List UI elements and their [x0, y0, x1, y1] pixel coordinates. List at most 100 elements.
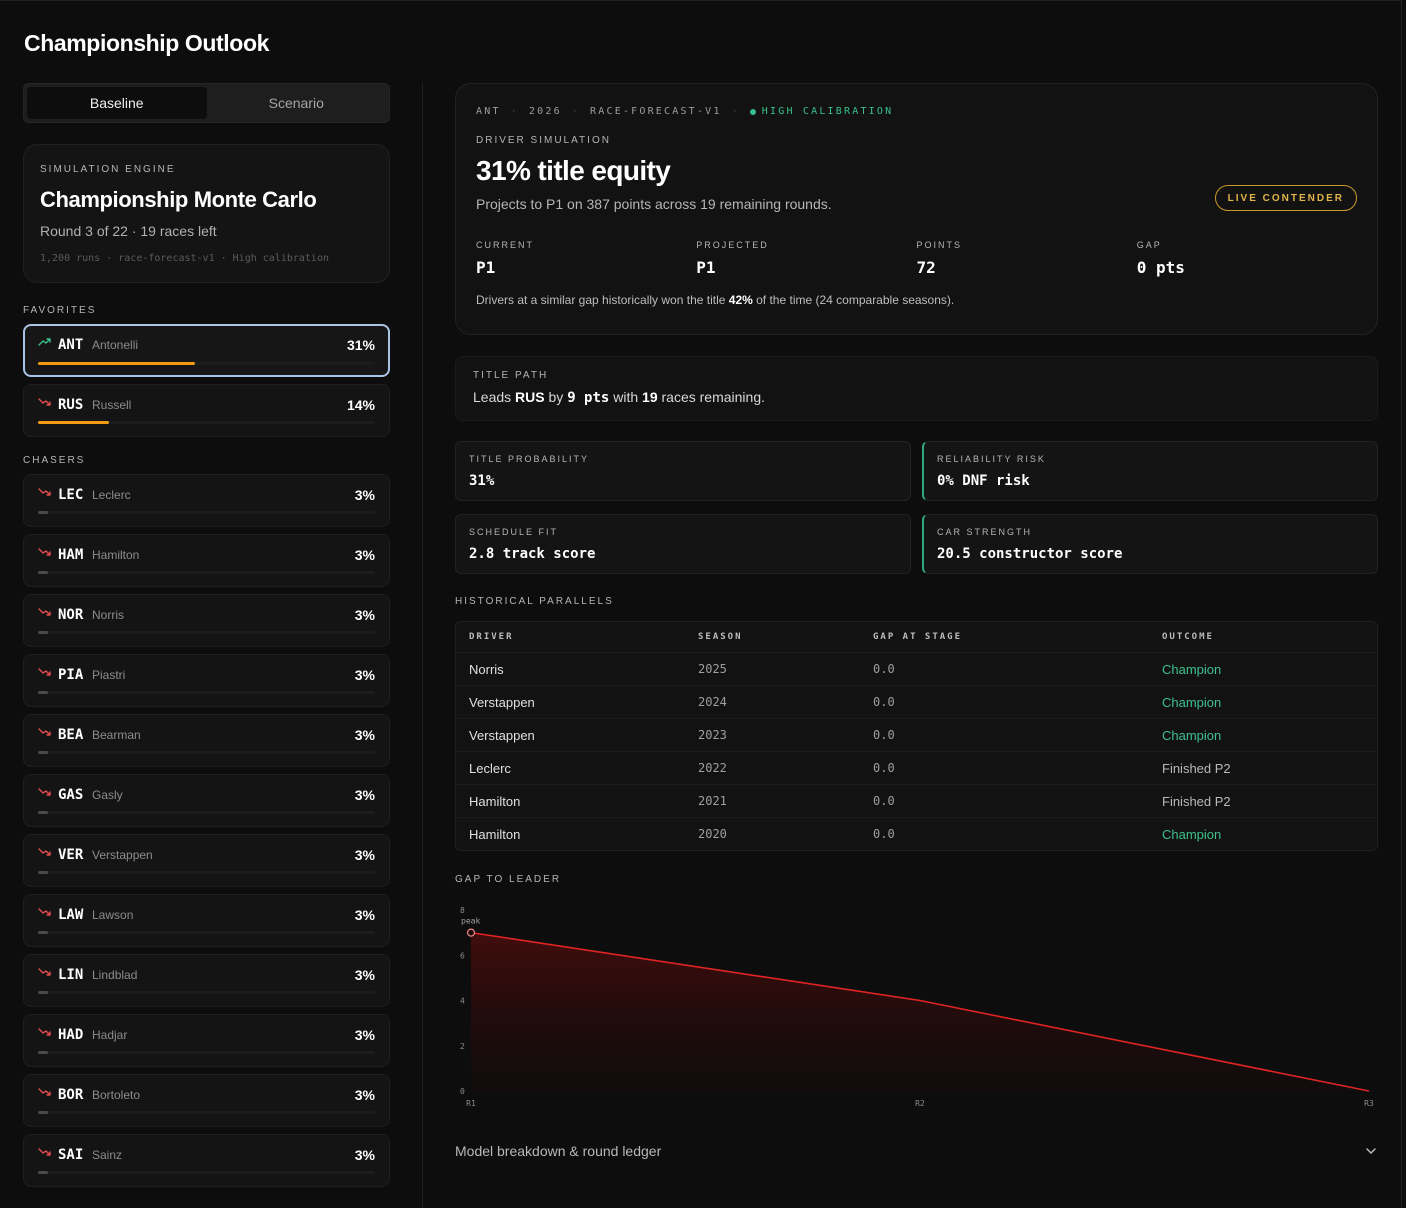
driver-card-nor[interactable]: NOR Norris 3% [23, 594, 390, 647]
peak-point [466, 928, 476, 937]
path-text: Leads [473, 389, 516, 405]
driver-name: Hamilton [92, 548, 140, 562]
engine-label: SIMULATION ENGINE [40, 164, 176, 175]
probability-bar-fill [38, 1111, 48, 1114]
cell-season: 2020 [698, 827, 727, 841]
probability-bar [38, 871, 375, 874]
probability-bar-fill [38, 362, 195, 365]
driver-card-ham[interactable]: HAM Hamilton 3% [23, 534, 390, 587]
stat-points: POINTS 72 [917, 240, 1137, 277]
gap-chart-label: GAP TO LEADER [455, 874, 562, 885]
cell-outcome: Champion [1162, 727, 1222, 743]
driver-card-bea[interactable]: BEA Bearman 3% [23, 714, 390, 767]
meta-separator: · [510, 106, 519, 117]
driver-code: HAD [58, 1027, 84, 1043]
driver-code: LEC [58, 487, 84, 503]
column-header: OUTCOME [1162, 632, 1214, 642]
probability-bar-fill [38, 811, 48, 814]
driver-name: Norris [92, 608, 124, 622]
table-row: Verstappen 2023 0.0 Champion [456, 718, 1377, 751]
probability-bar [38, 1111, 375, 1114]
gap-chart-svg: 0 2 4 6 8 peak R1 R2 R3 [460, 906, 1374, 1108]
driver-hero-card: ANT · 2026 · RACE-FORECAST-V1 · HIGH CAL… [455, 83, 1378, 335]
trend-down-icon [38, 1028, 51, 1036]
trend-down-icon [38, 788, 51, 796]
gap-line [470, 931, 1370, 1092]
driver-card-sai[interactable]: SAI Sainz 3% [23, 1134, 390, 1187]
cell-driver: Hamilton [469, 826, 521, 842]
driver-code: VER [58, 847, 84, 863]
driver-card-rus[interactable]: RUS Russell 14% [23, 384, 390, 437]
probability-bar [38, 931, 375, 934]
trend-up-icon [38, 338, 51, 346]
x-tick-label: R1 [466, 1099, 476, 1108]
driver-card-ant[interactable]: ANT Antonelli 31% [23, 324, 390, 377]
driver-probability: 3% [354, 787, 375, 803]
driver-card-lec[interactable]: LEC Leclerc 3% [23, 474, 390, 527]
driver-card-law[interactable]: LAW Lawson 3% [23, 894, 390, 947]
cell-driver: Leclerc [469, 760, 511, 776]
driver-card-bor[interactable]: BOR Bortoleto 3% [23, 1074, 390, 1127]
driver-card-had[interactable]: HAD Hadjar 3% [23, 1014, 390, 1067]
left-panel: Baseline Scenario SIMULATION ENGINE Cham… [23, 83, 390, 1194]
cell-outcome: Finished P2 [1162, 793, 1231, 809]
breakdown-toggle[interactable]: Model breakdown & round ledger [455, 1143, 1378, 1159]
driver-card-lin[interactable]: LIN Lindblad 3% [23, 954, 390, 1007]
driver-name: Bortoleto [92, 1088, 141, 1102]
scenario-tab[interactable]: Scenario [268, 95, 324, 111]
cell-gap: 0.0 [873, 695, 895, 709]
cell-gap: 0.0 [873, 794, 895, 808]
path-text: by [544, 389, 568, 405]
cell-season: 2022 [698, 761, 727, 775]
driver-code: GAS [58, 787, 84, 803]
tile-value: 31% [469, 473, 495, 489]
probability-bar-fill [38, 1051, 48, 1054]
hero-note: Drivers at a similar gap historically wo… [476, 293, 1357, 307]
right-panel: ANT · 2026 · RACE-FORECAST-V1 · HIGH CAL… [455, 83, 1378, 1159]
tile-car-strength: CAR STRENGTH 20.5 constructor score [922, 514, 1378, 574]
historical-table: DRIVER SEASON GAP AT STAGE OUTCOME Norri… [455, 621, 1378, 851]
driver-code: ANT [58, 337, 84, 353]
probability-bar-fill [38, 511, 48, 514]
probability-bar [38, 991, 375, 994]
chevron-down-icon [1366, 1148, 1376, 1155]
driver-probability: 31% [346, 337, 375, 353]
driver-probability: 3% [354, 667, 375, 683]
cell-driver: Hamilton [469, 793, 521, 809]
probability-bar [38, 511, 375, 514]
note-text: Drivers at a similar gap historically wo… [476, 293, 729, 307]
chasers-list: LEC Leclerc 3% HAM Hamilton 3% NOR Norri… [23, 474, 390, 1187]
driver-probability: 3% [354, 487, 375, 503]
path-text: races remaining. [657, 389, 765, 405]
driver-card-ver[interactable]: VER Verstappen 3% [23, 834, 390, 887]
stat-current: CURRENT P1 [476, 240, 696, 277]
chasers-label: CHASERS [23, 455, 86, 466]
table-row: Leclerc 2022 0.0 Finished P2 [456, 751, 1377, 784]
page-title: Championship Outlook [24, 30, 269, 56]
cell-gap: 0.0 [873, 728, 895, 742]
driver-name: Lindblad [92, 968, 138, 982]
driver-card-pia[interactable]: PIA Piastri 3% [23, 654, 390, 707]
cell-outcome: Champion [1162, 661, 1222, 677]
baseline-tab[interactable]: Baseline [27, 87, 207, 119]
driver-card-gas[interactable]: GAS Gasly 3% [23, 774, 390, 827]
cell-season: 2021 [698, 794, 727, 808]
engine-subtitle: Round 3 of 22 · 19 races left [40, 223, 217, 239]
cell-driver: Verstappen [469, 694, 535, 710]
probability-bar-fill [38, 871, 48, 874]
driver-name: Russell [92, 398, 132, 412]
tile-reliability-risk: RELIABILITY RISK 0% DNF risk [922, 441, 1378, 501]
trend-down-icon [38, 968, 51, 976]
cell-season: 2025 [698, 662, 727, 676]
calibration-status: HIGH CALIBRATION [749, 106, 894, 117]
meta-model: RACE-FORECAST-V1 [590, 106, 722, 117]
engine-card: SIMULATION ENGINE Championship Monte Car… [23, 144, 390, 283]
tile-label: CAR STRENGTH [937, 527, 1033, 537]
column-header: DRIVER [469, 632, 514, 642]
cell-gap: 0.0 [873, 827, 895, 841]
hero-stats: CURRENT P1 PROJECTED P1 POINTS 72 GAP 0 … [476, 240, 1357, 277]
column-divider [422, 83, 423, 1208]
status-dot-icon [749, 108, 756, 115]
title-path-card: TITLE PATH Leads RUS by 9 pts with 19 ra… [455, 356, 1378, 421]
